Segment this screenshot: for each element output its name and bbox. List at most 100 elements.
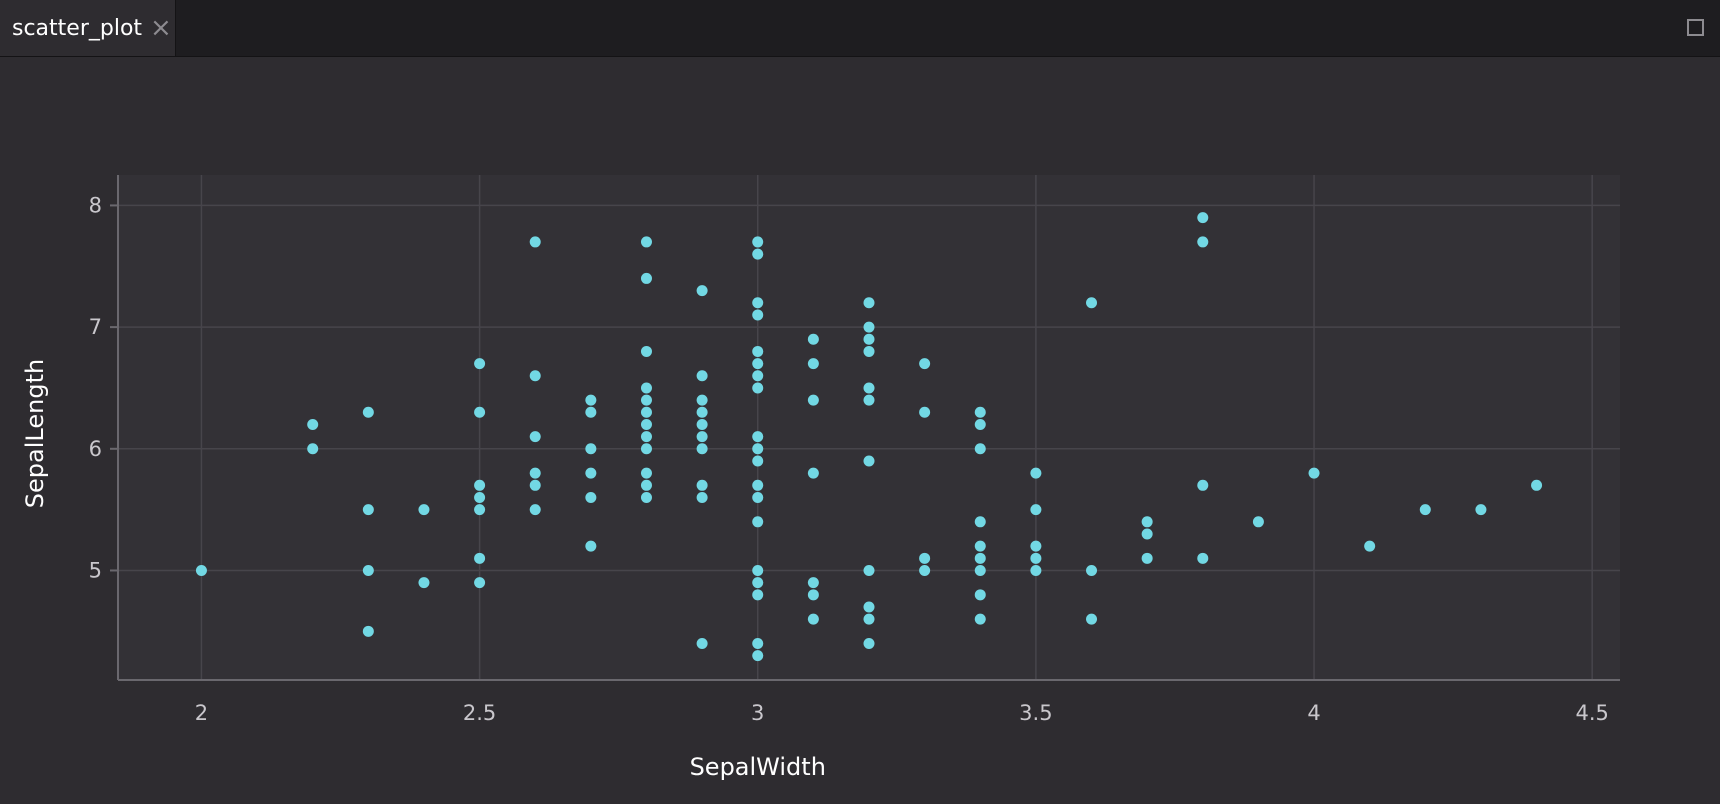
x-tick-label: 2.5: [463, 701, 496, 725]
data-point: [1308, 467, 1320, 479]
data-point: [1030, 467, 1042, 479]
data-point: [807, 358, 819, 370]
y-tick-labels: 5 6 7 8: [89, 193, 102, 582]
maximize-icon[interactable]: [1687, 19, 1704, 36]
data-point: [474, 406, 486, 418]
data-point: [640, 418, 652, 430]
chart-panel: 2 2.5 3 3.5 4 4.5 5 6 7 8 SepalWidth SepalLength: [0, 57, 1720, 800]
y-tick-label: 6: [89, 437, 102, 461]
tab-title: scatter_plot: [12, 15, 143, 41]
data-point: [696, 637, 708, 649]
data-point: [807, 577, 819, 589]
data-point: [752, 382, 764, 394]
data-point: [752, 577, 764, 589]
data-points: [195, 212, 1543, 662]
data-point: [863, 613, 875, 625]
data-point: [863, 382, 875, 394]
data-point: [752, 637, 764, 649]
data-point: [863, 601, 875, 613]
data-point: [974, 613, 986, 625]
data-point: [752, 248, 764, 260]
close-icon[interactable]: ×: [150, 13, 172, 43]
data-point: [863, 333, 875, 345]
data-point: [752, 479, 764, 491]
data-point: [585, 443, 597, 455]
data-point: [752, 455, 764, 467]
x-tick-label: 4: [1307, 701, 1320, 725]
x-tick-label: 3.5: [1019, 701, 1052, 725]
data-point: [474, 358, 486, 370]
data-point: [1197, 236, 1209, 248]
data-point: [752, 491, 764, 503]
data-point: [752, 370, 764, 382]
data-point: [696, 370, 708, 382]
data-point: [752, 236, 764, 248]
data-point: [863, 345, 875, 357]
data-point: [752, 297, 764, 309]
data-point: [919, 564, 931, 576]
data-point: [362, 625, 374, 637]
data-point: [640, 394, 652, 406]
data-point: [1086, 613, 1098, 625]
data-point: [474, 577, 486, 589]
data-point: [529, 479, 541, 491]
data-point: [585, 406, 597, 418]
data-point: [863, 297, 875, 309]
data-point: [585, 540, 597, 552]
data-point: [752, 309, 764, 321]
scatter-chart[interactable]: 2 2.5 3 3.5 4 4.5 5 6 7 8 SepalWidth SepalLength: [0, 57, 1720, 800]
data-point: [974, 418, 986, 430]
data-point: [474, 552, 486, 564]
data-point: [307, 443, 319, 455]
data-point: [529, 370, 541, 382]
data-point: [696, 443, 708, 455]
data-point: [919, 358, 931, 370]
data-point: [696, 479, 708, 491]
data-point: [1197, 212, 1209, 224]
data-point: [1141, 516, 1153, 528]
data-point: [362, 406, 374, 418]
data-point: [752, 443, 764, 455]
data-point: [640, 443, 652, 455]
data-point: [474, 479, 486, 491]
data-point: [529, 236, 541, 248]
data-point: [696, 394, 708, 406]
x-tick-labels: 2 2.5 3 3.5 4 4.5: [195, 701, 1609, 725]
data-point: [974, 516, 986, 528]
data-point: [474, 504, 486, 516]
data-point: [529, 467, 541, 479]
data-point: [974, 443, 986, 455]
data-point: [696, 406, 708, 418]
y-tick-label: 5: [89, 558, 102, 582]
y-tick-label: 8: [89, 193, 102, 217]
data-point: [863, 564, 875, 576]
data-point: [529, 431, 541, 443]
data-point: [418, 504, 430, 516]
data-point: [752, 516, 764, 528]
data-point: [640, 272, 652, 284]
data-point: [1086, 297, 1098, 309]
data-point: [752, 589, 764, 601]
data-point: [529, 504, 541, 516]
data-point: [1030, 564, 1042, 576]
data-point: [640, 467, 652, 479]
data-point: [474, 491, 486, 503]
data-point: [418, 577, 430, 589]
data-point: [807, 613, 819, 625]
data-point: [1030, 504, 1042, 516]
data-point: [640, 345, 652, 357]
data-point: [640, 406, 652, 418]
tab-bar: scatter_plot ×: [0, 0, 1720, 57]
tab-scatter-plot[interactable]: scatter_plot ×: [0, 0, 176, 56]
data-point: [640, 382, 652, 394]
data-point: [807, 333, 819, 345]
data-point: [1252, 516, 1264, 528]
data-point: [1030, 552, 1042, 564]
data-point: [752, 431, 764, 443]
data-point: [696, 285, 708, 297]
data-point: [919, 406, 931, 418]
data-point: [362, 564, 374, 576]
data-point: [752, 345, 764, 357]
data-point: [1364, 540, 1376, 552]
data-point: [1030, 540, 1042, 552]
